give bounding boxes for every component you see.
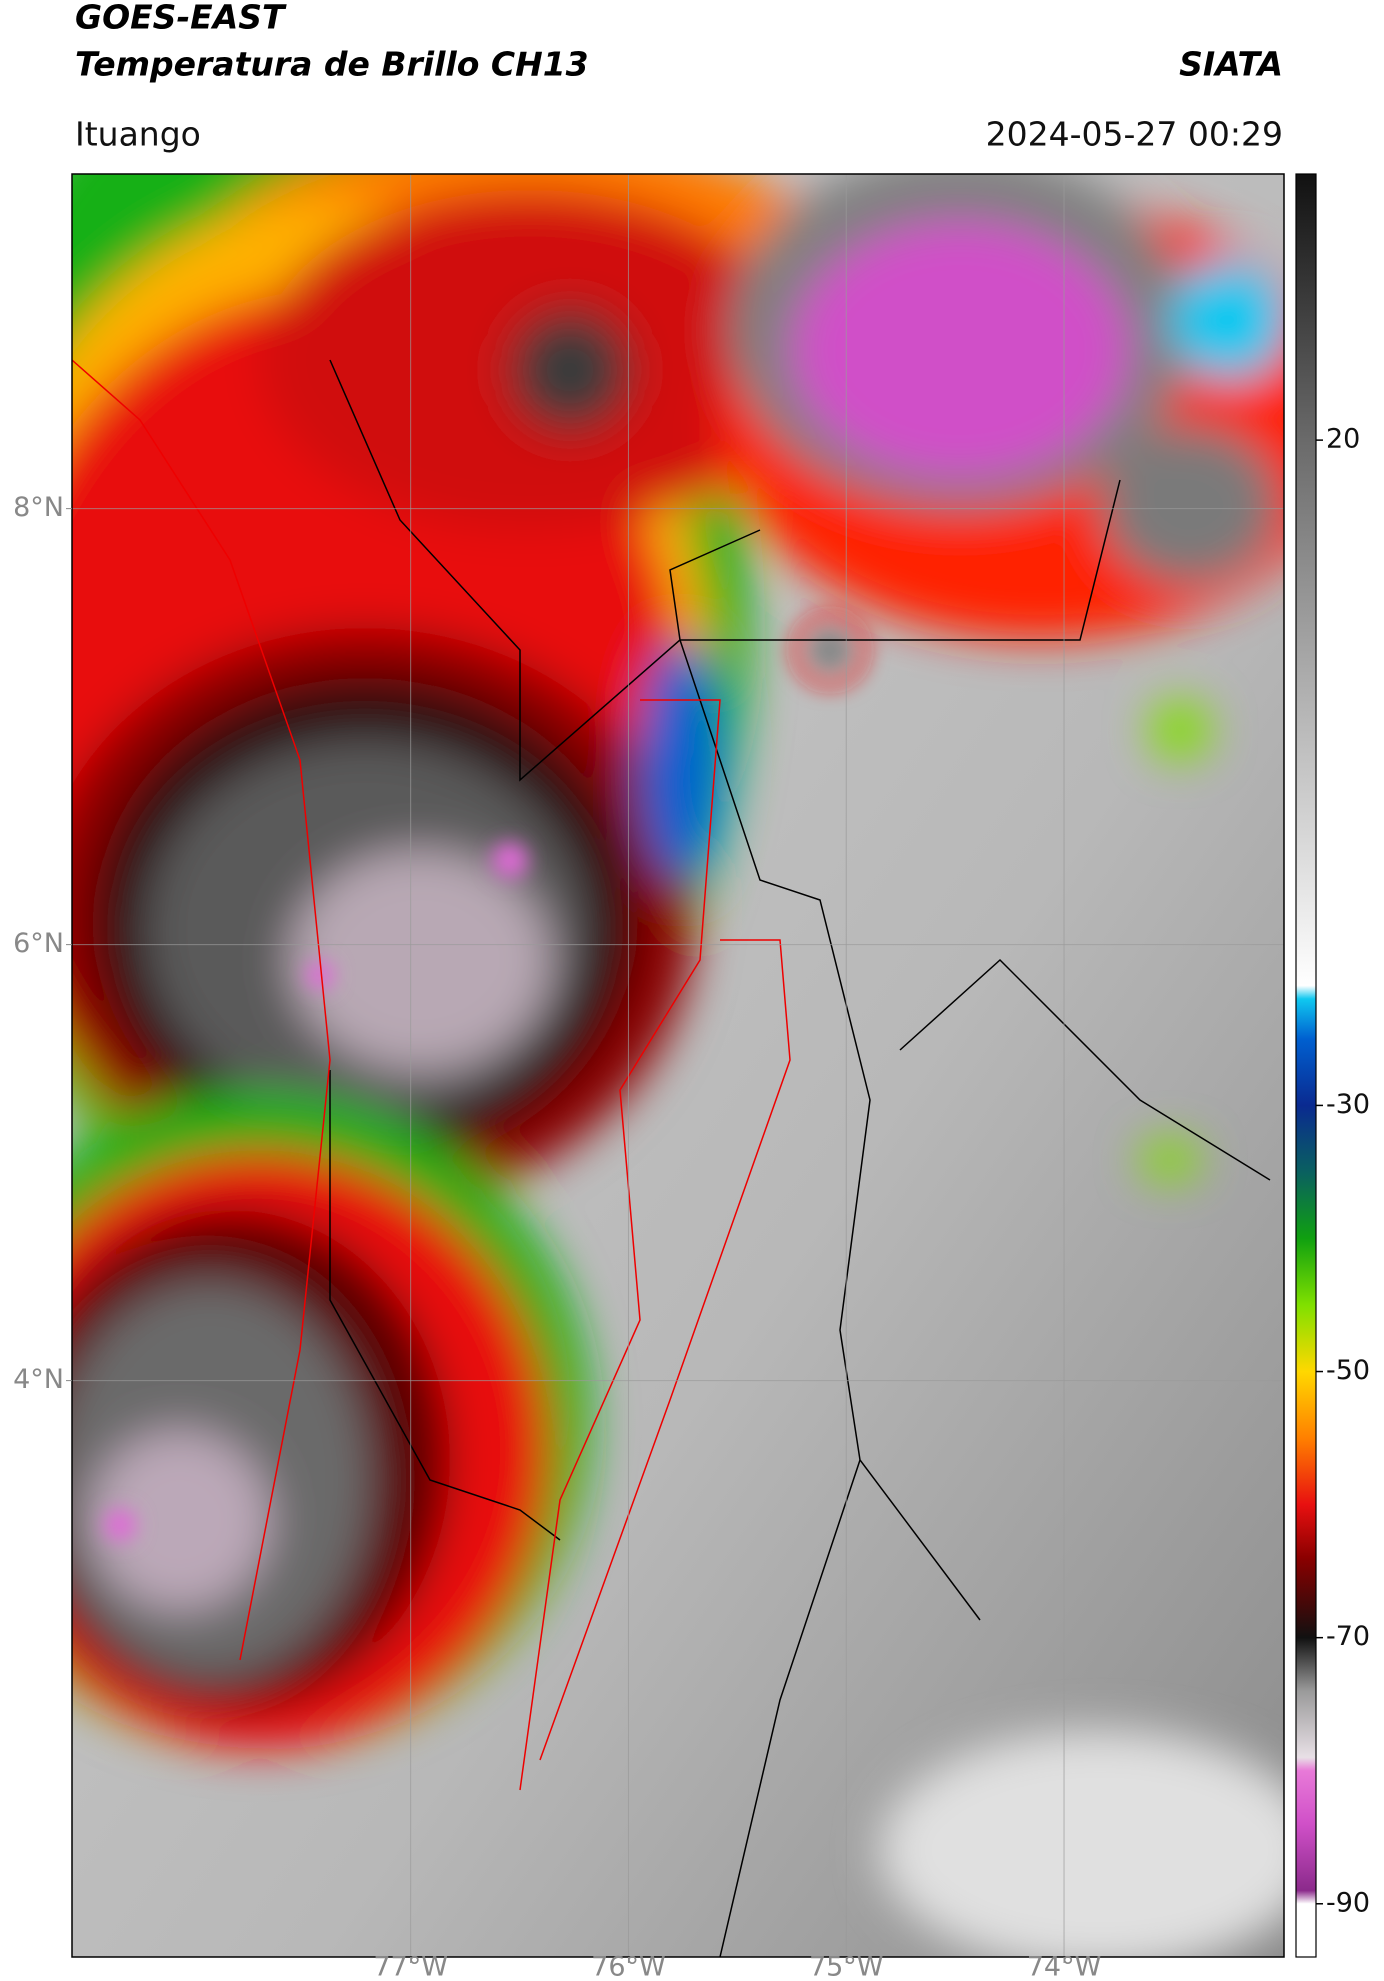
grid: [72, 174, 1284, 1957]
satellite-image: [72, 174, 1284, 1957]
colorbar-tick-label: -70: [1326, 1621, 1370, 1652]
colorbar-tick-label: -90: [1326, 1887, 1370, 1918]
y-tick-label: 4°N: [13, 1364, 64, 1395]
location: Ituango: [75, 115, 201, 154]
subtitle: Temperatura de Brillo CH13: [75, 45, 589, 84]
colorbar: [1295, 173, 1317, 1958]
x-tick-label: 77°W: [373, 1952, 448, 1981]
y-tick-label: 6°N: [13, 928, 64, 959]
colorbar-tick-label: -30: [1326, 1089, 1370, 1120]
x-tick-label: 74°W: [1027, 1952, 1102, 1981]
x-tick-label: 76°W: [591, 1952, 666, 1981]
colorbar-tick-label: 20: [1326, 424, 1360, 455]
x-tick-label: 75°W: [809, 1952, 884, 1981]
colorbar-tick-label: -50: [1326, 1355, 1370, 1386]
title: GOES-EAST: [75, 0, 287, 37]
y-tick-label: 8°N: [13, 492, 64, 523]
map-frame: [71, 173, 1285, 1958]
source: SIATA: [1179, 45, 1283, 84]
timestamp: 2024-05-27 00:29: [986, 115, 1283, 154]
